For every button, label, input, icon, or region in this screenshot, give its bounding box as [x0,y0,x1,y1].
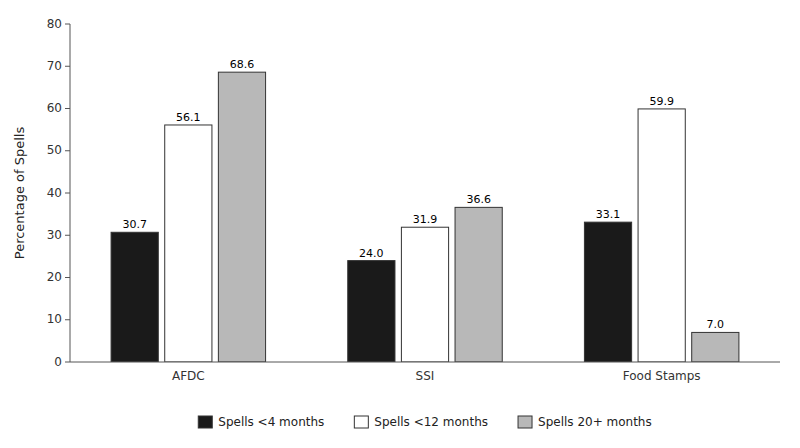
bar [401,227,448,362]
bars [111,72,739,362]
y-tick [65,277,70,278]
bar [111,232,158,362]
legend-item: Spells <4 months [198,415,324,429]
legend: Spells <4 months Spells <12 months Spells … [198,415,651,429]
y-tick [65,66,70,67]
y-tick-label: 80 [47,17,62,31]
data-label: 36.6 [466,193,491,206]
legend-item: Spells 20+ months [518,415,652,429]
data-label: 56.1 [176,111,201,124]
bar [348,261,395,362]
x-tick-label: Food Stamps [623,369,701,383]
legend-swatch [198,416,212,428]
data-label: 59.9 [649,95,674,108]
bar [692,332,739,362]
y-tick-label: 50 [47,143,62,157]
data-label: 33.1 [596,208,621,221]
x-tick-label: SSI [416,369,435,383]
y-axis-label: Percentage of Spells [12,127,27,260]
data-label: 30.7 [122,218,147,231]
y-tick-label: 10 [47,312,62,326]
data-label: 7.0 [707,318,725,331]
y-tick [65,319,70,320]
y-tick-label: 0 [54,355,62,369]
data-label: 68.6 [230,58,255,71]
y-tick [65,108,70,109]
y-tick-label: 30 [47,228,62,242]
chart: 0 10 20 30 40 50 60 70 80 Percentage of Spells 30.… [0,0,800,448]
y-tick-label: 70 [47,59,62,73]
legend-label: Spells <12 months [374,415,488,429]
legend-swatch [518,416,532,428]
y-tick [65,150,70,151]
data-labels: 30.7 24.0 33.1 56.1 31.9 59.9 68.6 36.6 7.0 [122,58,724,331]
data-label: 31.9 [413,213,438,226]
bar [455,207,502,362]
data-label: 24.0 [359,247,384,260]
y-axis-line [70,24,71,362]
y-axis: 0 10 20 30 40 50 60 70 80 [47,17,70,369]
bar [584,222,631,362]
y-tick [65,235,70,236]
bar [638,109,685,362]
bar [218,72,265,362]
legend-label: Spells 20+ months [538,415,652,429]
x-tick-label: AFDC [172,369,205,383]
x-axis-line [70,362,780,363]
y-tick [65,24,70,25]
x-axis: AFDC SSI Food Stamps [70,362,780,383]
legend-label: Spells <4 months [218,415,324,429]
y-tick-label: 60 [47,101,62,115]
y-tick-label: 40 [47,186,62,200]
y-tick-label: 20 [47,270,62,284]
y-tick [65,193,70,194]
legend-swatch [354,416,368,428]
y-tick [65,362,70,363]
legend-item: Spells <12 months [354,415,488,429]
bar [165,125,212,362]
